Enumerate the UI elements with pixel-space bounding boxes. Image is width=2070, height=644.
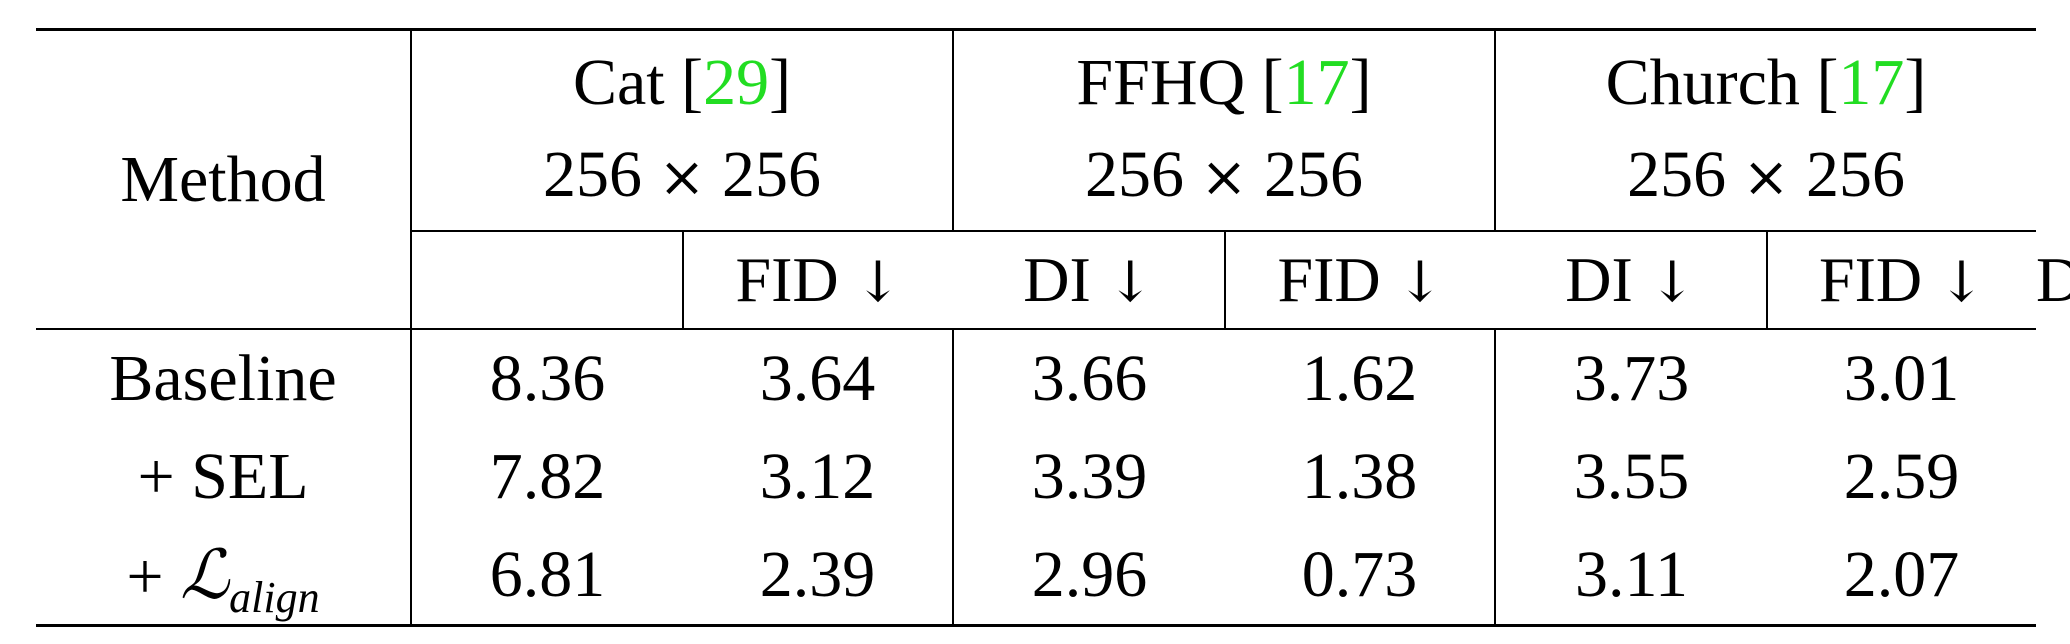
metric-di-ffhq: DI ↓ bbox=[1495, 231, 1769, 329]
dataset-header-ffhq: FFHQ [17] 256 × 256 bbox=[953, 29, 1497, 232]
down-arrow-icon: ↓ bbox=[854, 250, 902, 315]
value-cell: 3.01 bbox=[1843, 342, 1960, 415]
dataset-header-cat: Cat [29] 256 × 256 bbox=[411, 29, 955, 232]
value-cell: 7.82 bbox=[489, 440, 606, 513]
metric-fid-church: FID ↓ bbox=[1819, 244, 1986, 315]
value-cell: 3.11 bbox=[1574, 538, 1689, 611]
citation-link[interactable]: 29 bbox=[703, 46, 770, 119]
dataset-header-church: Church [17] 256 × 256 bbox=[1495, 29, 2037, 232]
citation-link[interactable]: 17 bbox=[1283, 46, 1350, 119]
value-cell: 2.96 bbox=[1031, 538, 1148, 611]
down-arrow-icon: ↓ bbox=[1648, 250, 1696, 315]
method-header: Method bbox=[36, 29, 412, 330]
citation-link[interactable]: 17 bbox=[1838, 46, 1905, 119]
results-table-container: Method Cat [29] 256 × 256 FFHQ [17] 256 … bbox=[36, 28, 2070, 627]
value-cell: 6.81 bbox=[489, 538, 606, 611]
value-cell: 3.73 bbox=[1573, 342, 1690, 415]
method-name: + SEL bbox=[36, 428, 412, 526]
value-cell: 0.73 bbox=[1225, 526, 1497, 626]
value-cell: 3.39 bbox=[1031, 440, 1148, 513]
value-cell: 2.07 bbox=[1843, 538, 1960, 611]
value-cell: 2.59 bbox=[1843, 440, 1960, 513]
down-arrow-icon: ↓ bbox=[1938, 250, 1986, 315]
header-row-metrics: FID ↓ DI ↓ FID ↓ DI ↓ FID ↓ DI ↓ bbox=[36, 231, 2070, 330]
value-cell: 2.39 bbox=[683, 526, 955, 626]
table-row: + ℒalign 6.81 2.39 2.96 0.73 3.11 2.07 bbox=[36, 526, 2037, 626]
metric-fid-cat: FID ↓ bbox=[735, 244, 902, 315]
value-cell: 1.38 bbox=[1225, 428, 1497, 526]
value-cell: 8.36 bbox=[489, 342, 606, 415]
value-cell: 3.66 bbox=[1031, 342, 1148, 415]
value-cell: 3.55 bbox=[1573, 440, 1690, 513]
value-cell: 1.62 bbox=[1225, 329, 1497, 428]
down-arrow-icon: ↓ bbox=[1396, 250, 1444, 315]
metric-di-cat: DI ↓ bbox=[953, 231, 1227, 329]
table-row: Baseline 8.36 3.64 3.66 1.62 3.73 3.01 bbox=[36, 329, 2036, 428]
method-name: + ℒalign bbox=[36, 526, 412, 626]
method-header-spacer bbox=[411, 231, 684, 330]
table-row: + SEL 7.82 3.12 3.39 1.38 3.55 2.59 bbox=[36, 428, 2036, 526]
value-cell: 3.12 bbox=[683, 428, 955, 526]
down-arrow-icon: ↓ bbox=[1106, 250, 1154, 315]
resolution-label: 256 × 256 bbox=[543, 138, 821, 211]
method-name: Baseline bbox=[36, 329, 412, 428]
resolution-label: 256 × 256 bbox=[1627, 138, 1905, 211]
results-table: Method Cat [29] 256 × 256 FFHQ [17] 256 … bbox=[36, 28, 2070, 627]
resolution-label: 256 × 256 bbox=[1085, 138, 1363, 211]
value-cell: 3.64 bbox=[683, 329, 955, 428]
header-row-datasets: Method Cat [29] 256 × 256 FFHQ [17] 256 … bbox=[36, 29, 2037, 330]
metric-fid-ffhq: FID ↓ bbox=[1277, 244, 1444, 315]
